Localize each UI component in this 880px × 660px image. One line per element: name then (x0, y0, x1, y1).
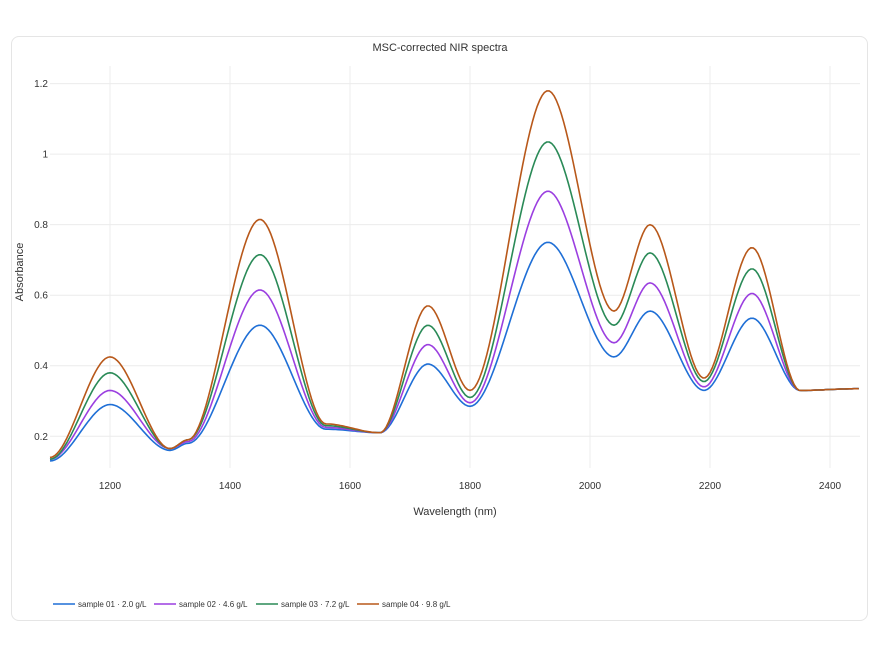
series-line-sample-1 (49, 241, 859, 462)
legend-item-label: sample 01 · 2.0 g/L (78, 600, 147, 609)
x-tick-label: 2200 (699, 481, 722, 492)
x-tick-label: 2000 (579, 481, 602, 492)
x-axis-label: Wavelength (nm) (413, 506, 496, 518)
tick-labels: 1200 1400 1600 1800 2000 2200 2400 0.2 0.4 0.6 0.8… (34, 79, 841, 492)
x-tick-label: 1800 (459, 481, 482, 492)
grid (50, 66, 860, 468)
x-tick-label: 1200 (99, 481, 122, 492)
legend-item-label: sample 02 · 4.6 g/L (179, 600, 248, 609)
legend: sample 01 · 2.0 g/L sample 02 · 4.6 g/L sa… (53, 600, 451, 609)
y-tick-label: 0.6 (34, 291, 48, 302)
chart-title: MSC-corrected NIR spectra (372, 42, 508, 54)
legend-item-label: sample 03 · 7.2 g/L (281, 600, 350, 609)
y-tick-label: 0.2 (34, 432, 48, 443)
x-tick-label: 1400 (219, 481, 242, 492)
series-line-sample-4 (49, 90, 859, 459)
y-axis-label: Absorbance (14, 243, 26, 302)
x-tick-label: 1600 (339, 481, 362, 492)
y-tick-label: 1 (42, 150, 48, 161)
y-tick-label: 0.8 (34, 220, 48, 231)
legend-item-label: sample 04 · 9.8 g/L (382, 600, 451, 609)
chart-card (11, 36, 868, 621)
series-line-sample-3 (49, 141, 859, 460)
series-line-sample-2 (49, 190, 859, 460)
series-group (49, 90, 859, 462)
x-tick-label: 2400 (819, 481, 842, 492)
y-tick-label: 0.4 (34, 361, 48, 372)
y-tick-label: 1.2 (34, 79, 48, 90)
